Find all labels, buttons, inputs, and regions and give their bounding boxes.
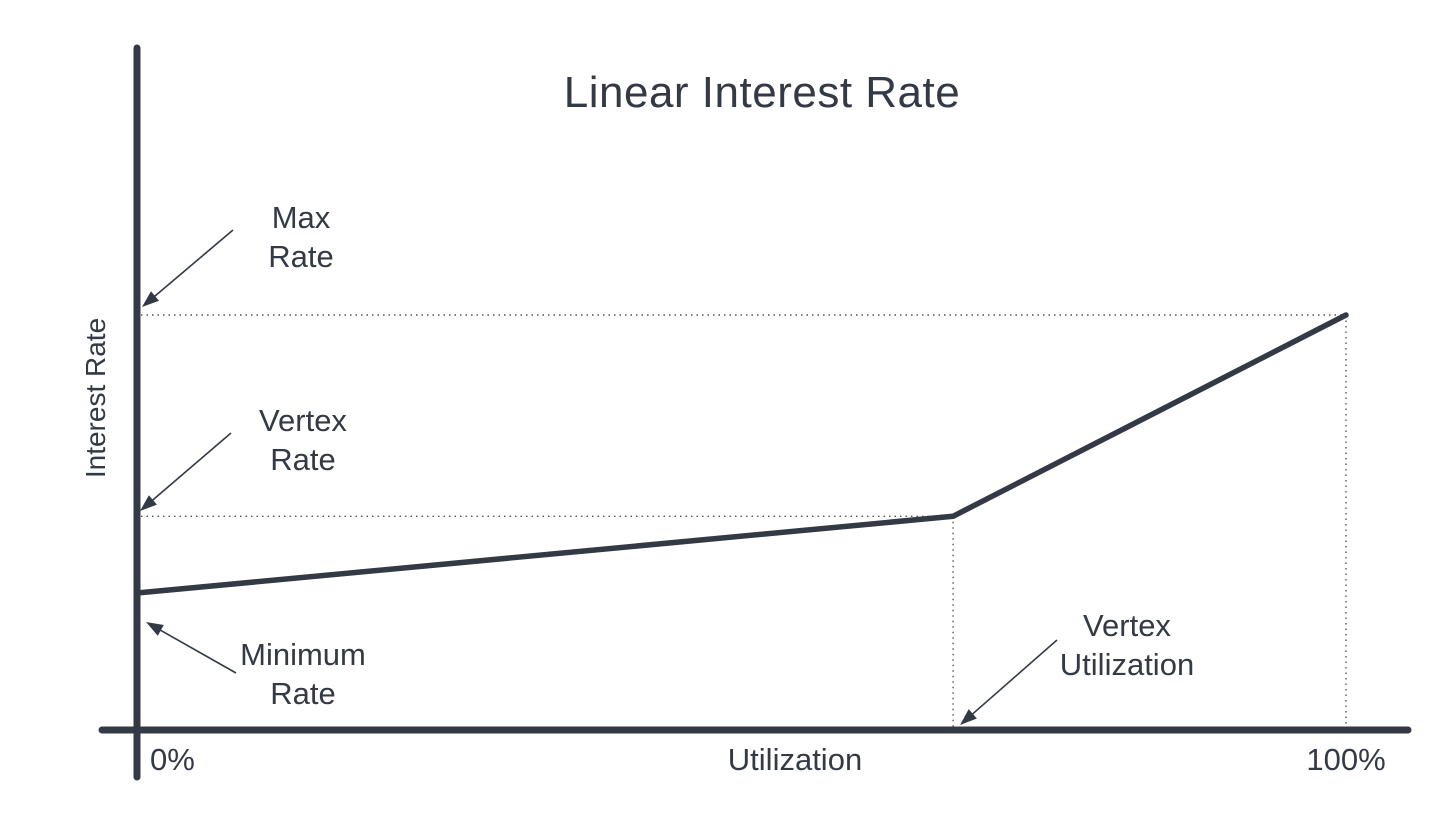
vertex-rate-arrow <box>140 432 232 511</box>
annotation-vertex-utilization-line2: Utilization <box>1059 647 1195 682</box>
vertex-rate-arrowhead-icon <box>140 495 157 511</box>
annotation-vertex-rate-line2: Rate <box>270 442 336 477</box>
chart-title: Linear Interest Rate <box>563 68 961 117</box>
x-axis-label: Utilization <box>727 742 863 777</box>
annotation-max-rate: Max Rate <box>191 198 411 276</box>
minimum-rate-arrow <box>146 622 237 674</box>
vertex-utilization-arrow-line <box>969 639 1058 718</box>
max-rate-arrow-line <box>151 229 234 300</box>
annotation-vertex-rate-line1: Vertex <box>259 403 347 438</box>
max-rate-arrowhead-icon <box>142 291 159 307</box>
annotation-minimum-rate-line1: Minimum <box>240 637 366 672</box>
annotation-max-rate-line2: Rate <box>268 239 334 274</box>
vertex-rate-arrow-line <box>149 432 232 504</box>
annotation-vertex-utilization: Vertex Utilization <box>997 606 1257 684</box>
minimum-rate-arrowhead-icon <box>146 622 164 636</box>
interest-rate-curve <box>134 312 1349 596</box>
vertex-utilization-arrowhead-icon <box>960 709 977 725</box>
minimum-rate-arrow-line <box>156 627 237 674</box>
x-tick-0-percent: 0% <box>150 742 195 777</box>
annotation-max-rate-line1: Max <box>271 200 331 235</box>
annotation-minimum-rate-line2: Rate <box>270 676 336 711</box>
annotation-vertex-rate: Vertex Rate <box>193 401 413 479</box>
max-rate-arrow <box>142 229 234 307</box>
y-axis-label: Interest Rate <box>80 317 111 479</box>
annotation-minimum-rate: Minimum Rate <box>173 635 433 713</box>
vertex-utilization-arrow <box>960 639 1058 725</box>
x-tick-100-percent: 100% <box>1306 742 1386 777</box>
annotation-vertex-utilization-line1: Vertex <box>1083 608 1171 643</box>
